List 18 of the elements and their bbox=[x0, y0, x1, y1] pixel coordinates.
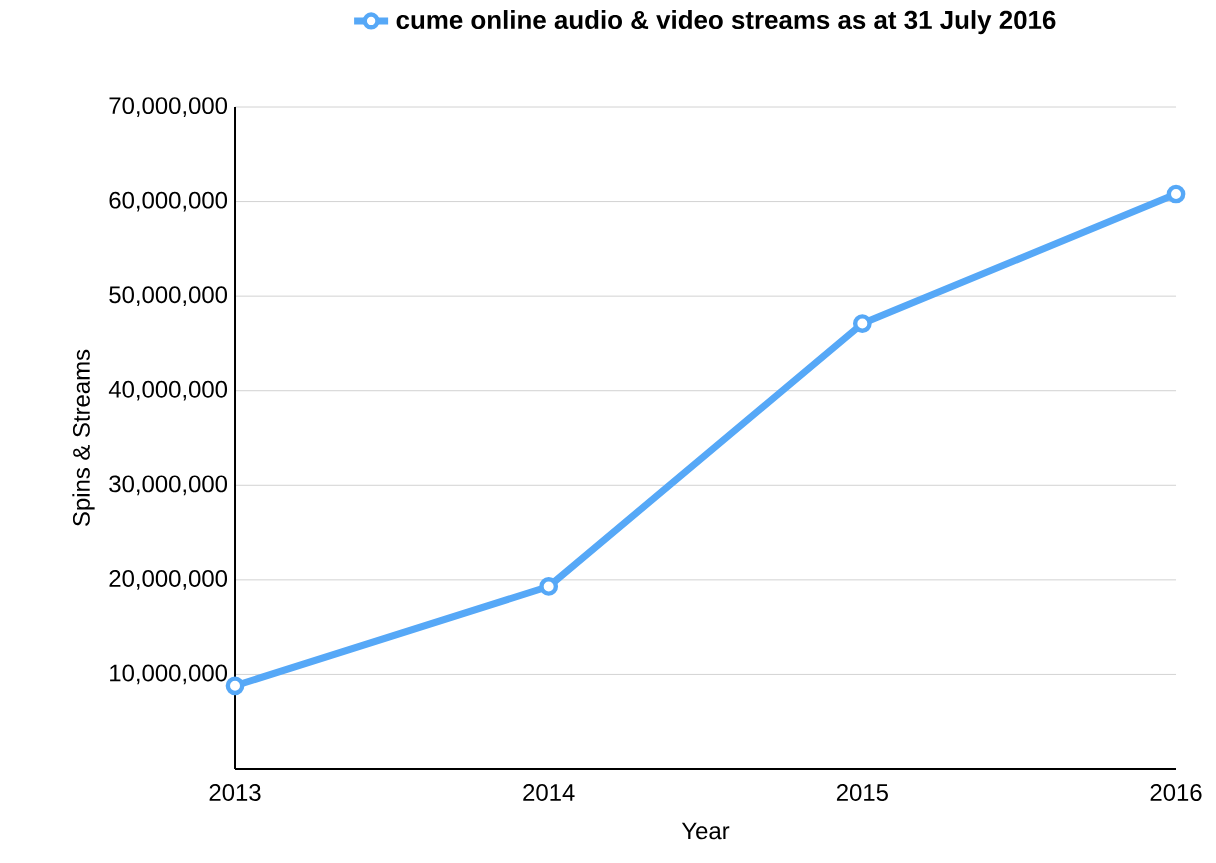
x-tick-label: 2015 bbox=[836, 784, 888, 801]
y-tick-label: 50,000,000 bbox=[109, 286, 228, 307]
x-tick-label: 2016 bbox=[1150, 784, 1202, 801]
y-tick-label: 70,000,000 bbox=[109, 97, 228, 117]
y-tick-label: 40,000,000 bbox=[108, 380, 228, 401]
point bbox=[539, 577, 559, 596]
legend-label: cume online audio & video streams as at 31 July 2016 bbox=[396, 10, 1056, 35]
y-tick-label: 10,000,000 bbox=[110, 664, 228, 685]
y-tick-label: 20,000,000 bbox=[109, 569, 228, 590]
x-tick-label: 2013 bbox=[209, 784, 261, 801]
y-tick-label: 60,000,000 bbox=[109, 191, 228, 212]
point bbox=[225, 676, 245, 696]
y-axis-title: Spins & Streams bbox=[72, 349, 95, 526]
x-tick-label: 2014 bbox=[523, 784, 575, 801]
point bbox=[852, 314, 872, 333]
x-axis-title: Year bbox=[681, 822, 730, 840]
y-tick-label: 30,000,000 bbox=[109, 475, 228, 496]
point bbox=[1166, 184, 1186, 204]
